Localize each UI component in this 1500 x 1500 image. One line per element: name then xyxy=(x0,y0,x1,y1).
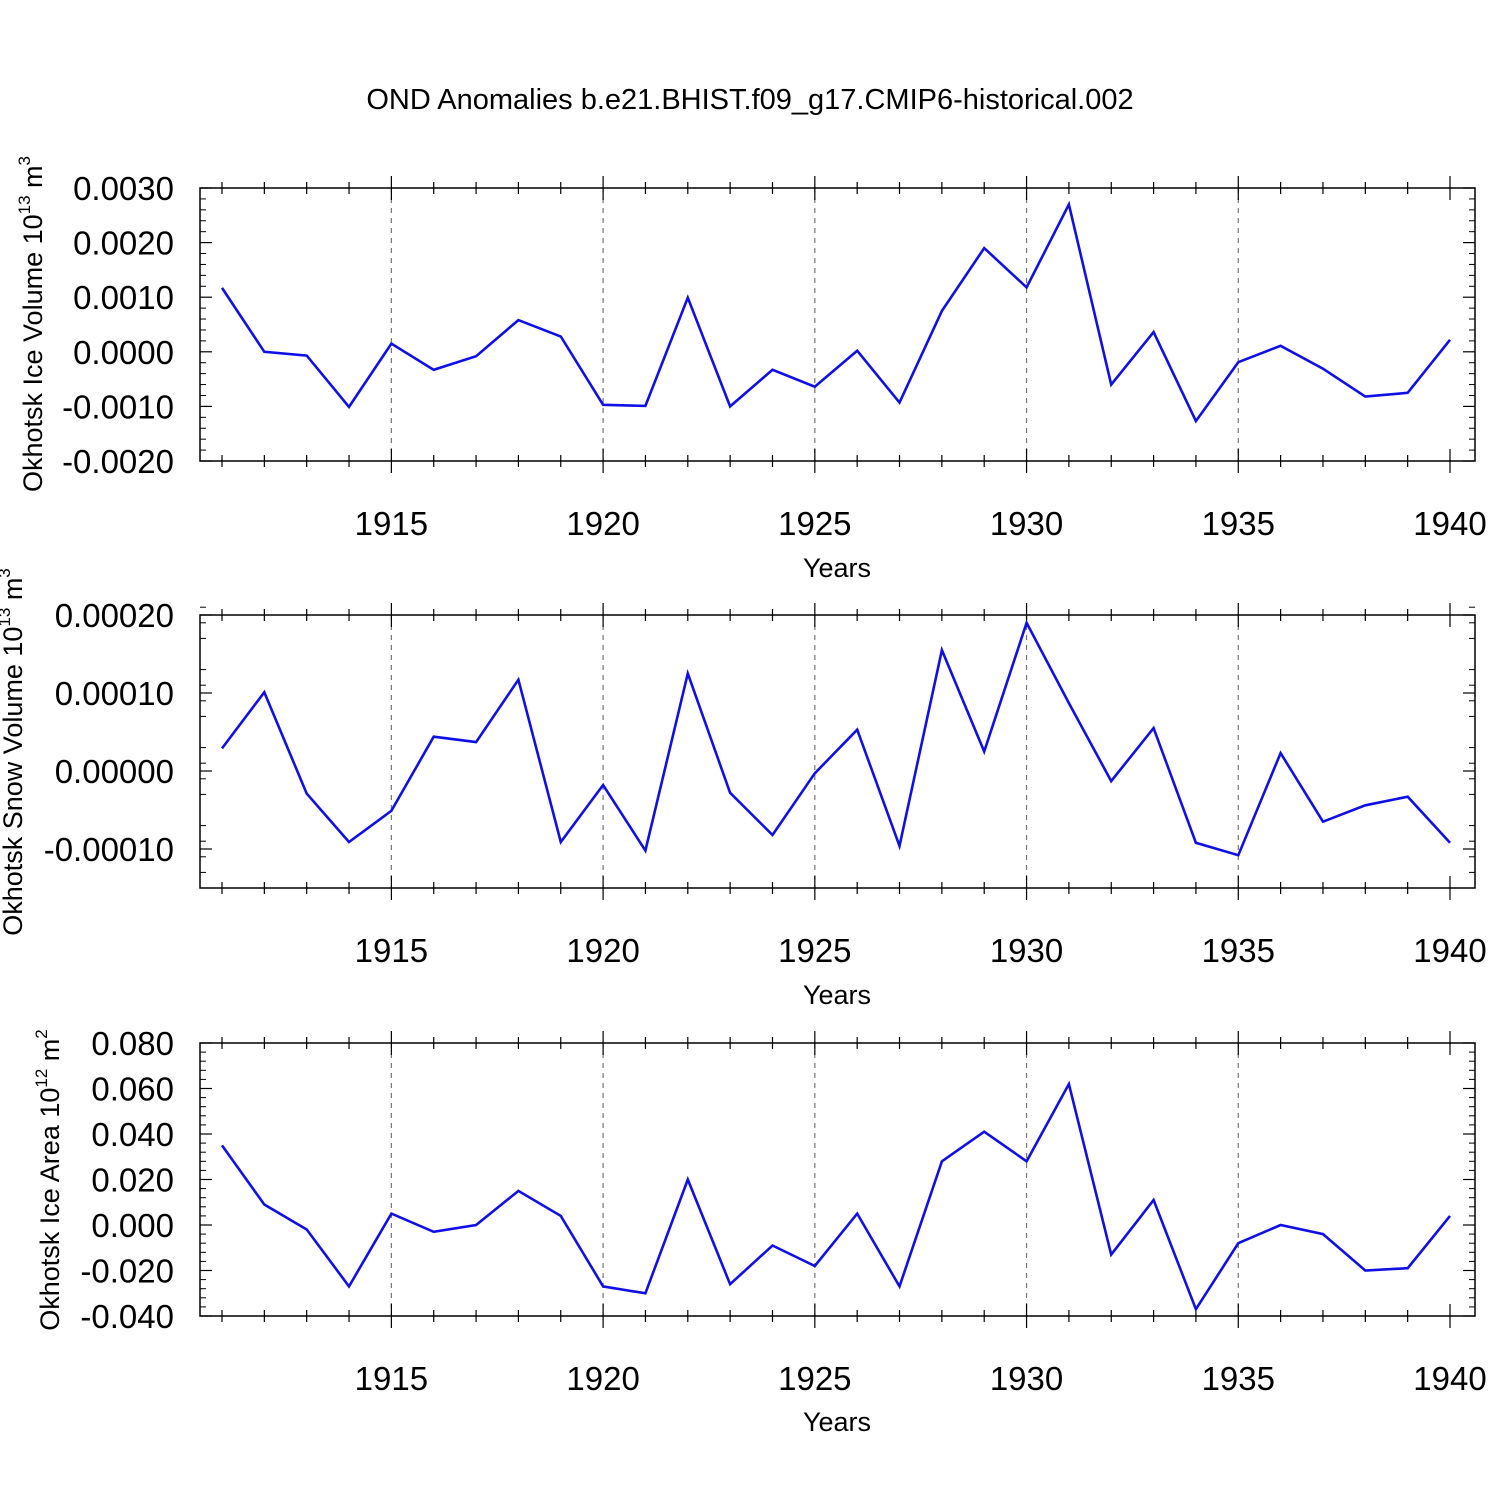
y-tick-label: 0.040 xyxy=(91,1116,174,1153)
x-tick-label: 1915 xyxy=(355,505,428,542)
x-tick-label: 1930 xyxy=(990,932,1063,969)
y-tick-label: 0.000 xyxy=(91,1207,174,1244)
x-axis-label: Years xyxy=(803,553,871,583)
y-tick-label: 0.0020 xyxy=(73,225,174,262)
plot-frame xyxy=(199,187,1476,462)
x-axis-label: Years xyxy=(803,980,871,1010)
y-tick-label: 0.020 xyxy=(91,1162,174,1199)
y-axis-label: Okhotsk Snow Volume 1013 m3 xyxy=(0,568,28,936)
plot-frame xyxy=(199,614,1476,889)
x-tick-label: 1925 xyxy=(778,1360,851,1397)
x-tick-label: 1935 xyxy=(1202,932,1275,969)
x-tick-label: 1915 xyxy=(355,932,428,969)
chart-title: OND Anomalies b.e21.BHIST.f09_g17.CMIP6-… xyxy=(366,84,1134,116)
x-tick-label: 1915 xyxy=(355,1360,428,1397)
y-tick-label: 0.060 xyxy=(91,1071,174,1108)
x-tick-label: 1930 xyxy=(990,1360,1063,1397)
y-tick-label: -0.0010 xyxy=(62,388,174,425)
x-tick-label: 1940 xyxy=(1413,505,1486,542)
y-tick-label: 0.0030 xyxy=(73,170,174,207)
series-line xyxy=(220,619,1451,857)
series-line xyxy=(220,200,1452,424)
x-tick-label: 1920 xyxy=(566,932,639,969)
y-tick-label: 0.00020 xyxy=(55,597,174,634)
y-axis-label: Okhotsk Ice Volume 1013 m3 xyxy=(15,156,48,492)
y-tick-label: 0.00010 xyxy=(55,675,174,712)
x-tick-label: 1940 xyxy=(1413,1360,1486,1397)
y-tick-label: -0.0020 xyxy=(62,443,174,480)
x-tick-label: 1930 xyxy=(990,505,1063,542)
ice-volume-panel: 0.0030 0.0020 0.0010 0.0000 -0.0010 -0.0020 19… xyxy=(15,156,1487,583)
y-tick-label: -0.020 xyxy=(80,1253,174,1290)
x-tick-label: 1925 xyxy=(778,932,851,969)
y-tick-label: 0.080 xyxy=(91,1025,174,1062)
x-tick-label: 1935 xyxy=(1202,1360,1275,1397)
y-tick-label: -0.00010 xyxy=(44,831,174,868)
x-tick-label: 1925 xyxy=(778,505,851,542)
ice-area-panel: 0.080 0.060 0.040 0.020 0.000 -0.020 -0.040 191… xyxy=(32,1025,1487,1437)
x-axis-label: Years xyxy=(803,1407,871,1437)
y-tick-label: 0.0000 xyxy=(73,334,174,371)
y-tick-label: 0.0010 xyxy=(73,279,174,316)
y-axis-label: Okhotsk Ice Area 1012 m2 xyxy=(32,1029,65,1331)
x-tick-label: 1920 xyxy=(566,1360,639,1397)
snow-volume-panel: 0.00020 0.00010 0.00000 -0.00010 1915 1920 192… xyxy=(0,568,1487,1010)
x-tick-label: 1940 xyxy=(1413,932,1486,969)
y-tick-label: -0.040 xyxy=(80,1298,174,1335)
x-tick-label: 1935 xyxy=(1202,505,1275,542)
x-tick-label: 1920 xyxy=(566,505,639,542)
y-tick-label: 0.00000 xyxy=(55,753,174,790)
series-line xyxy=(220,1080,1452,1313)
